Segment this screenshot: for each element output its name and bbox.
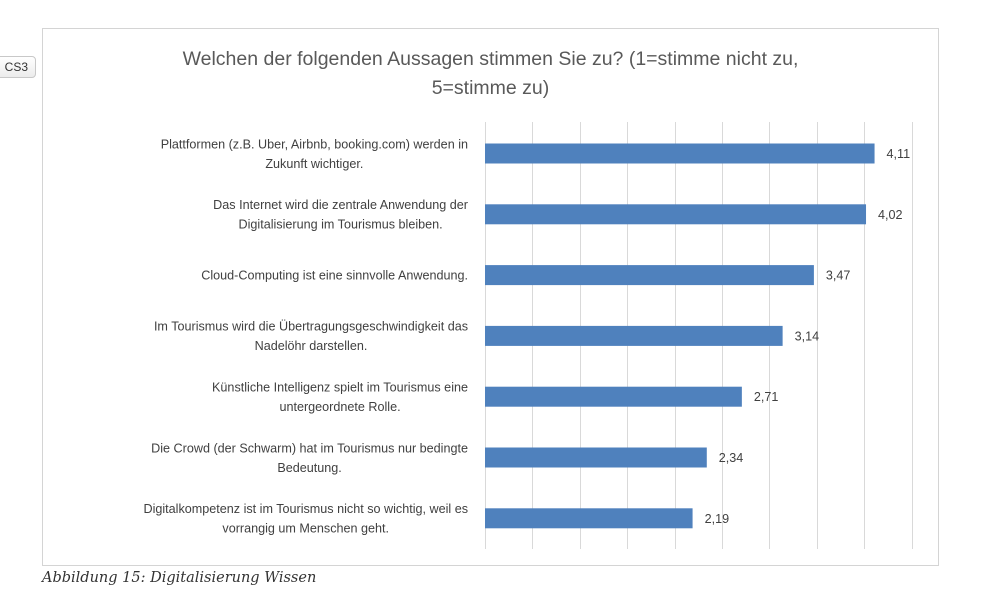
category-label-line: Nadelöhr darstellen. <box>255 339 368 353</box>
category-label-line: Das Internet wird die zentrale Anwendung… <box>213 198 468 212</box>
figure-caption: Abbildung 15: Digitalisierung Wissen <box>42 570 317 586</box>
category-label: Im Tourismus wird die Übertragungsgeschw… <box>154 320 468 354</box>
bar <box>485 325 783 346</box>
category-label: Das Internet wird die zentrale Anwendung… <box>213 198 468 232</box>
bar <box>485 386 742 407</box>
data-label: 2,34 <box>719 451 744 465</box>
category-label: Cloud-Computing ist eine sinnvolle Anwen… <box>201 269 468 283</box>
bar <box>485 447 707 468</box>
data-label: 4,02 <box>878 208 903 222</box>
category-label-line: Künstliche Intelligenz spielt im Tourism… <box>212 380 468 394</box>
category-label-line: Digitalisierung im Tourismus bleiben. <box>239 218 443 232</box>
bar <box>485 508 693 529</box>
bar <box>485 265 814 286</box>
category-label-line: vorrangig um Menschen geht. <box>222 522 389 536</box>
bar <box>485 143 875 164</box>
data-label: 3,14 <box>795 329 820 343</box>
data-label: 3,47 <box>826 269 851 283</box>
category-label: Die Crowd (der Schwarm) hat im Tourismus… <box>151 441 468 475</box>
data-label: 4,11 <box>887 147 911 161</box>
category-label-line: Plattformen (z.B. Uber, Airbnb, booking.… <box>161 137 468 151</box>
data-label: 2,71 <box>754 390 779 404</box>
category-label: Digitalkompetenz ist im Tourismus nicht … <box>143 502 468 536</box>
category-label-line: untergeordnete Rolle. <box>279 400 400 414</box>
category-label: Künstliche Intelligenz spielt im Tourism… <box>212 380 468 414</box>
category-label-line: Im Tourismus wird die Übertragungsgeschw… <box>154 320 468 334</box>
chart-frame: Welchen der folgenden Aussagen stimmen S… <box>42 28 939 566</box>
category-label-line: Bedeutung. <box>277 461 341 475</box>
category-label-line: Die Crowd (der Schwarm) hat im Tourismus… <box>151 441 468 455</box>
category-label-line: Digitalkompetenz ist im Tourismus nicht … <box>143 502 468 516</box>
bar <box>485 204 867 225</box>
category-label-line: Zukunft wichtiger. <box>265 157 363 171</box>
bar-chart: 4,11 Plattformen (z.B. Uber, Airbnb, book… <box>143 122 913 549</box>
category-label-line: Cloud-Computing ist eine sinnvolle Anwen… <box>201 269 468 283</box>
category-label: Plattformen (z.B. Uber, Airbnb, booking.… <box>161 137 468 171</box>
side-tab-button[interactable]: CS3 <box>0 56 36 78</box>
chart-title: Welchen der folgenden Aussagen stimmen S… <box>182 48 799 99</box>
data-label: 2,19 <box>705 512 730 526</box>
